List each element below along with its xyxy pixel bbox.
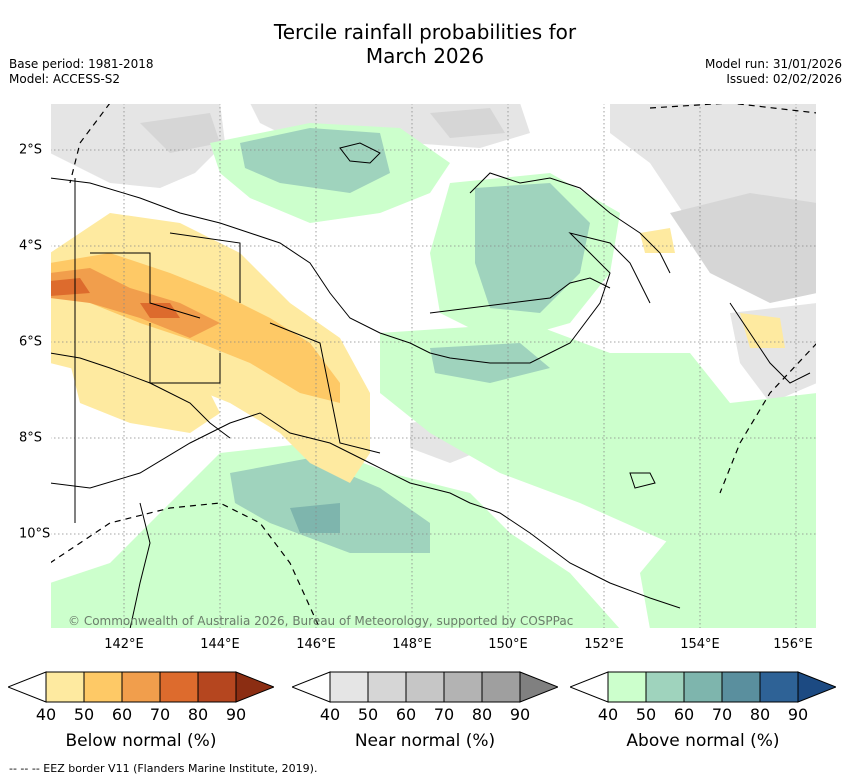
legend-swatch [405,671,445,703]
above-normal-regions [50,123,817,629]
chart-title: Tercile rainfall probabilities for March… [0,20,850,68]
legend-extend-high [235,671,274,703]
map-frame [50,103,817,629]
base-period: Base period: 1981-2018 [9,57,154,71]
y-tick-8s: 8°S [19,430,43,446]
near-normal-title: Near normal (%) [354,731,496,751]
eez-borders [50,103,817,629]
x-tick-156: 156°E [773,637,813,652]
legend-tick: 60 [111,705,133,724]
model-name: Model: ACCESS-S2 [9,72,121,86]
legend-swatch [645,671,685,703]
legend-swatch [721,671,761,703]
x-tick-146: 146°E [296,637,336,652]
legend-swatch [759,671,799,703]
legend-tick: 40 [319,705,341,724]
x-tick-152: 152°E [584,637,624,652]
near-normal-colorbar [292,671,558,703]
above-normal-title: Above normal (%) [626,731,780,751]
legend-swatch [121,671,161,703]
legend-tick: 90 [225,705,247,724]
legend-extend-low [570,671,609,703]
legend-swatch [159,671,199,703]
legend-swatch [481,671,521,703]
legend-extend-high [797,671,836,703]
coastlines [50,142,811,629]
issued-date: Issued: 02/02/2026 [726,72,842,86]
legend-tick: 40 [35,705,57,724]
legend-swatch [197,671,237,703]
y-tick-10s: 10°S [19,526,51,542]
legend-swatch [329,671,369,703]
below-normal-title: Below normal (%) [65,731,217,751]
legend-swatch [45,671,85,703]
legend-tick: 80 [471,705,493,724]
legend-extend-low [292,671,331,703]
x-tick-150: 150°E [488,637,528,652]
legend-tick: 90 [787,705,809,724]
legend-tick: 50 [357,705,379,724]
x-tick-148: 148°E [392,637,432,652]
legend-extend-low [8,671,47,703]
legend-swatch [443,671,483,703]
legend-tick: 50 [635,705,657,724]
model-run: Model run: 31/01/2026 [704,57,842,71]
legend-tick: 50 [73,705,95,724]
eez-note: -- -- -- EEZ border V11 (Flanders Marine… [9,762,318,775]
meta-right: Model run: 31/01/2026 Issued: 02/02/2026 [705,57,842,87]
title-line-1: Tercile rainfall probabilities for [273,20,577,44]
copyright-note: © Commonwealth of Australia 2026, Bureau… [68,614,574,628]
below-normal-regions [50,213,785,483]
legend-tick: 80 [749,705,771,724]
legend-tick: 70 [149,705,171,724]
legend-tick: 40 [597,705,619,724]
legend-tick: 70 [711,705,733,724]
rainfall-map [50,103,817,629]
legend-tick: 60 [673,705,695,724]
y-tick-4s: 4°S [19,238,43,254]
legend-swatch [83,671,123,703]
legend-extend-high [519,671,558,703]
y-tick-2s: 2°S [19,142,43,158]
legend-tick: 60 [395,705,417,724]
legend-swatch [683,671,723,703]
title-line-2: March 2026 [365,44,485,68]
legend-swatch [367,671,407,703]
x-tick-142: 142°E [104,637,144,652]
above-normal-colorbar [570,671,836,703]
legend-tick: 80 [187,705,209,724]
legend-tick: 70 [433,705,455,724]
y-tick-6s: 6°S [19,334,43,350]
legend-swatch [607,671,647,703]
x-tick-144: 144°E [200,637,240,652]
meta-left: Base period: 1981-2018 Model: ACCESS-S2 [9,57,154,87]
legend-tick: 90 [509,705,531,724]
below-normal-colorbar [8,671,274,703]
x-tick-154: 154°E [680,637,720,652]
